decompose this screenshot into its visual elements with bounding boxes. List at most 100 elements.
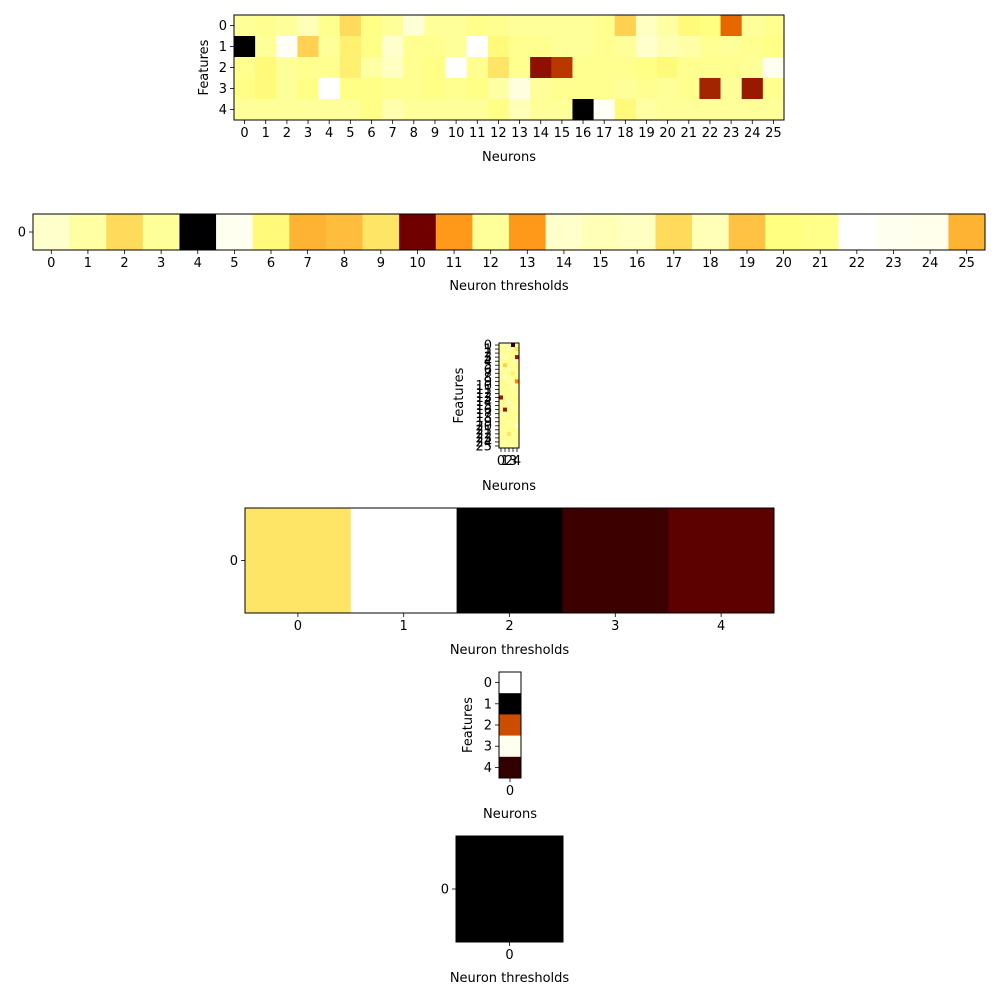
x-tick-label: 2 bbox=[505, 619, 513, 634]
heatmap-chart-3: 0 1 2 3 4 0 Neuron thresholds bbox=[230, 507, 775, 658]
heatmap-cell-2-r9-c0 bbox=[499, 379, 504, 384]
x-tick-label: 4 bbox=[513, 454, 521, 469]
heatmap-cell-2-r14-c3 bbox=[511, 399, 516, 404]
heatmap-cell-2-r15-c3 bbox=[511, 403, 516, 408]
heatmap-cell-2-r9-c4 bbox=[515, 379, 520, 384]
y-tick-label: 1 bbox=[484, 343, 492, 358]
heatmap-cell-0-r3-c16 bbox=[572, 78, 594, 100]
x-tick-label: 6 bbox=[267, 256, 275, 271]
heatmap-cell-1-r0-c10 bbox=[399, 214, 437, 251]
x-tick-label: 12 bbox=[490, 126, 507, 141]
heatmap-cell-0-r3-c21 bbox=[678, 78, 700, 100]
heatmap-cell-0-r0-c17 bbox=[593, 15, 616, 37]
heatmap-cell-1-r0-c5 bbox=[216, 214, 253, 251]
heatmap-cell-1-r0-c20 bbox=[765, 214, 803, 251]
y-tick-label: 2 bbox=[484, 719, 492, 734]
heatmap-cell-2-r5-c2 bbox=[507, 363, 512, 368]
x-tick-label: 14 bbox=[556, 256, 573, 271]
heatmap-cell-0-r1-c12 bbox=[487, 36, 510, 58]
heatmap-cell-0-r0-c13 bbox=[509, 15, 531, 37]
heatmap-cell-2-r21-c4 bbox=[515, 427, 520, 433]
heatmap-cell-2-r2-c1 bbox=[503, 351, 508, 356]
heatmap-cell-0-r0-c19 bbox=[635, 15, 658, 37]
heatmap-cell-0-r4-c12 bbox=[487, 99, 510, 121]
x-tick-label: 0 bbox=[240, 126, 248, 141]
heatmap-cell-2-r14-c2 bbox=[507, 399, 512, 404]
heatmap-cell-0-r2-c13 bbox=[509, 57, 531, 79]
y-tick-label: 21 bbox=[475, 423, 492, 438]
heatmap-cell-0-r1-c5 bbox=[339, 36, 362, 58]
heatmap-cell-0-r0-c14 bbox=[530, 15, 552, 37]
y-tick-label: 0 bbox=[230, 554, 238, 569]
heatmap-cell-2-r12-c2 bbox=[507, 391, 512, 396]
heatmap-cell-0-r3-c3 bbox=[297, 78, 319, 100]
heatmap-cell-0-r1-c13 bbox=[509, 36, 531, 58]
heatmap-cell-0-r0-c6 bbox=[360, 15, 383, 37]
heatmap-cell-2-r7-c3 bbox=[511, 371, 516, 376]
heatmap-cell-2-r6-c1 bbox=[503, 367, 508, 372]
heatmap-cell-0-r3-c9 bbox=[424, 78, 446, 100]
heatmap-cell-2-r23-c2 bbox=[507, 435, 512, 441]
heatmap-cell-1-r0-c17 bbox=[655, 214, 693, 251]
heatmap-cell-1-r0-c12 bbox=[472, 214, 510, 251]
heatmap-cell-0-r3-c13 bbox=[509, 78, 531, 100]
heatmap-cell-2-r18-c4 bbox=[515, 415, 520, 421]
heatmap-cell-2-r9-c2 bbox=[507, 379, 512, 384]
heatmap-cell-2-r18-c3 bbox=[511, 415, 516, 421]
heatmap-cell-2-r14-c4 bbox=[515, 399, 520, 404]
heatmap-cell-2-r12-c0 bbox=[499, 391, 504, 396]
heatmap-cell-0-r2-c3 bbox=[297, 57, 319, 79]
heatmap-cell-2-r11-c2 bbox=[507, 387, 512, 392]
y-tick-label: 4 bbox=[219, 103, 227, 118]
heatmap-cell-0-r2-c4 bbox=[318, 57, 341, 79]
heatmap-cell-2-r22-c3 bbox=[511, 431, 516, 437]
y-tick-label: 5 bbox=[484, 359, 492, 374]
heatmap-cell-0-r2-c20 bbox=[657, 57, 679, 79]
heatmap-chart-4: 0 0 1 2 3 4 Neurons Features bbox=[461, 671, 537, 822]
x-tick-label: 9 bbox=[431, 126, 439, 141]
heatmap-cell-0-r3-c15 bbox=[551, 78, 573, 100]
heatmap-cell-0-r4-c9 bbox=[424, 99, 446, 121]
heatmap-cell-1-r0-c9 bbox=[362, 214, 400, 251]
x-tick-label: 1 bbox=[501, 454, 509, 469]
heatmap-cell-0-r3-c24 bbox=[741, 78, 764, 100]
heatmap-cell-2-r24-c0 bbox=[499, 439, 504, 445]
heatmap-cell-2-r21-c2 bbox=[507, 427, 512, 433]
heatmap-cell-2-r14-c1 bbox=[503, 399, 508, 404]
heatmap-cell-1-r0-c4 bbox=[179, 214, 217, 251]
heatmap-cell-2-r4-c2 bbox=[507, 359, 512, 364]
heatmap-cell-2-r10-c1 bbox=[503, 383, 508, 388]
heatmap-cell-2-r20-c3 bbox=[511, 423, 516, 429]
heatmap-cell-2-r6-c3 bbox=[511, 367, 516, 372]
heatmap-cell-0-r2-c18 bbox=[614, 57, 637, 79]
heatmap-cell-1-r0-c1 bbox=[69, 214, 107, 251]
x-tick-label: 2 bbox=[283, 126, 291, 141]
x-tick-label: 23 bbox=[723, 126, 740, 141]
heatmap-cell-0-r1-c22 bbox=[699, 36, 721, 58]
heatmap-cell-0-r1-c6 bbox=[360, 36, 383, 58]
x-tick-label: 1 bbox=[400, 619, 408, 634]
heatmap-cell-0-r1-c19 bbox=[635, 36, 658, 58]
heatmap-cell-2-r17-c2 bbox=[507, 411, 512, 416]
heatmap-cell-2-r2-c3 bbox=[511, 351, 516, 356]
x-tick-label: 24 bbox=[744, 126, 761, 141]
heatmap-cell-3-r0-c3 bbox=[562, 508, 669, 614]
x-tick-label: 6 bbox=[367, 126, 375, 141]
heatmap-cell-2-r2-c0 bbox=[499, 351, 504, 356]
heatmap-cell-0-r4-c25 bbox=[762, 99, 785, 121]
heatmap-cell-2-r18-c0 bbox=[499, 415, 504, 421]
heatmap-cell-2-r21-c0 bbox=[499, 427, 504, 433]
heatmap-cell-2-r18-c1 bbox=[503, 415, 508, 421]
x-tick-label: 23 bbox=[885, 256, 902, 271]
heatmap-cell-1-r0-c23 bbox=[875, 214, 913, 251]
heatmap-cell-4-r1-c0 bbox=[499, 693, 522, 715]
x-tick-label: 12 bbox=[482, 256, 499, 271]
heatmap-cell-2-r18-c2 bbox=[507, 415, 512, 421]
x-tick-label: 3 bbox=[509, 454, 517, 469]
y-tick-label: 3 bbox=[219, 82, 227, 97]
heatmap-cell-2-r25-c0 bbox=[499, 443, 504, 449]
heatmap-cell-0-r1-c3 bbox=[297, 36, 319, 58]
heatmap-cell-0-r2-c7 bbox=[382, 57, 404, 79]
heatmap-cell-0-r0-c20 bbox=[657, 15, 679, 37]
heatmap-cell-0-r0-c1 bbox=[255, 15, 277, 37]
